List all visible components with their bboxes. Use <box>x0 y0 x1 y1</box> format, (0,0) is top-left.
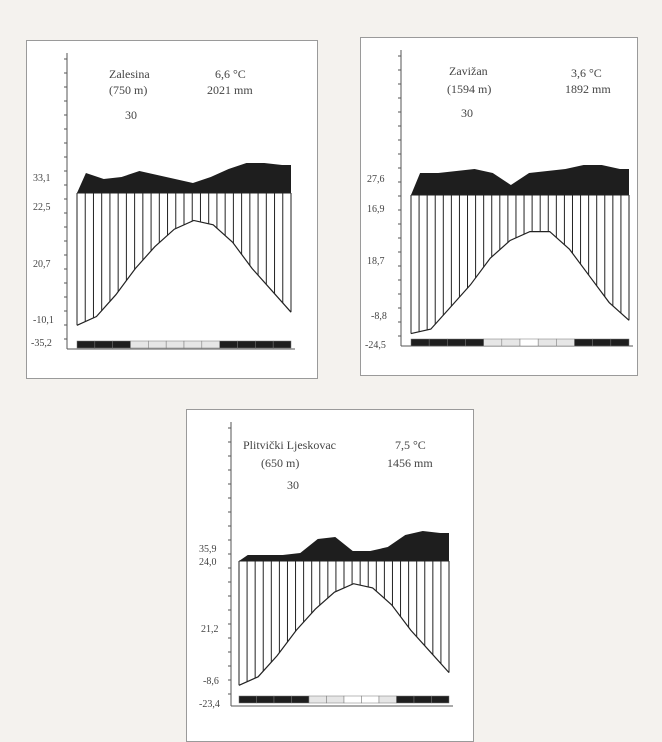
climate-diagram-zavizan: Zavižan (1594 m) 3,6 °C 1892 mm 30 27,6 … <box>360 37 638 376</box>
frost-month-cell <box>255 340 274 349</box>
frost-month-cell <box>291 695 310 704</box>
frost-month-cell <box>148 340 167 349</box>
frost-month-cell <box>94 340 113 349</box>
frost-month-cell <box>447 338 466 347</box>
frost-month-cell <box>413 695 432 704</box>
diagram-plot <box>228 422 453 707</box>
mean-temperature: 3,6 °C <box>571 66 602 80</box>
frost-month-cell <box>256 695 275 704</box>
scale-label-upper: 24,0 <box>199 557 217 568</box>
frost-month-cell <box>130 340 149 349</box>
frost-month-cell <box>238 695 257 704</box>
frost-month-cell <box>465 338 484 347</box>
frost-month-cell <box>537 338 557 347</box>
frost-month-cell <box>378 695 397 704</box>
frost-month-cell <box>273 695 292 704</box>
frost-month-cell <box>396 695 415 704</box>
frost-month-cell <box>201 340 220 349</box>
precipitation-excess-area <box>411 165 629 195</box>
frost-month-cell <box>76 340 96 349</box>
frost-month-cell <box>610 338 630 347</box>
frost-month-cell <box>519 338 539 347</box>
precipitation-excess-area <box>239 531 449 561</box>
frost-month-cell <box>183 340 203 349</box>
frost-month-cell <box>112 340 131 349</box>
scale-label-upper: 22,5 <box>33 202 51 213</box>
scale-label-min: -23,4 <box>199 699 220 710</box>
temperature-curve <box>238 583 450 686</box>
annual-precipitation: 1892 mm <box>565 82 611 96</box>
scale-label-max: 33,1 <box>33 173 51 184</box>
observation-years: 30 <box>287 478 299 492</box>
station-elevation: (650 m) <box>261 456 300 470</box>
precipitation-excess-area <box>77 163 291 193</box>
scale-label-mid: 18,7 <box>367 256 385 267</box>
climate-diagram-zalesina: Zalesina (750 m) 6,6 °C 2021 mm 30 33,1 … <box>26 40 318 379</box>
station-name: Zavižan <box>449 64 488 78</box>
frost-month-cell <box>428 338 448 347</box>
scale-label-low: -10,1 <box>33 315 54 326</box>
frost-month-cell <box>343 695 362 704</box>
mean-temperature: 7,5 °C <box>395 438 426 452</box>
scale-label-mid: 20,7 <box>33 259 51 270</box>
diagram-plot <box>398 50 633 347</box>
diagram-plot <box>64 53 295 350</box>
frost-month-cell <box>308 695 327 704</box>
station-name: Plitvički Ljeskovac <box>243 438 336 452</box>
station-elevation: (750 m) <box>109 83 148 97</box>
temperature-curve <box>76 219 292 326</box>
frost-month-cell <box>592 338 612 347</box>
frost-month-cell <box>574 338 593 347</box>
scale-label-max: 27,6 <box>367 174 385 185</box>
station-elevation: (1594 m) <box>447 82 492 96</box>
scale-label-low: -8,6 <box>203 676 219 687</box>
frost-month-cell <box>483 338 503 347</box>
scale-label-low: -8,8 <box>371 311 387 322</box>
scale-label-min: -24,5 <box>365 340 386 351</box>
observation-years: 30 <box>461 106 473 120</box>
frost-month-cell <box>219 340 238 349</box>
mean-temperature: 6,6 °C <box>215 67 246 81</box>
climate-diagram-plitvicki-ljeskovac: Plitvički Ljeskovac (650 m) 7,5 °C 1456 … <box>186 409 474 742</box>
scale-label-max: 35,9 <box>199 544 217 555</box>
frost-month-cell <box>361 695 380 704</box>
scale-label-upper: 16,9 <box>367 204 385 215</box>
annual-precipitation: 1456 mm <box>387 456 433 470</box>
frost-month-cell <box>501 338 521 347</box>
frost-month-cell <box>410 338 430 347</box>
station-name: Zalesina <box>109 67 150 81</box>
annual-precipitation: 2021 mm <box>207 83 253 97</box>
observation-years: 30 <box>125 108 137 122</box>
scale-label-mid: 21,2 <box>201 624 219 635</box>
frost-month-cell <box>165 340 185 349</box>
frost-month-cell <box>272 340 292 349</box>
frost-month-cell <box>237 340 256 349</box>
temperature-curve <box>410 231 630 335</box>
frost-month-cell <box>431 695 450 704</box>
scale-label-min: -35,2 <box>31 338 52 349</box>
frost-month-cell <box>556 338 575 347</box>
frost-month-cell <box>326 695 345 704</box>
